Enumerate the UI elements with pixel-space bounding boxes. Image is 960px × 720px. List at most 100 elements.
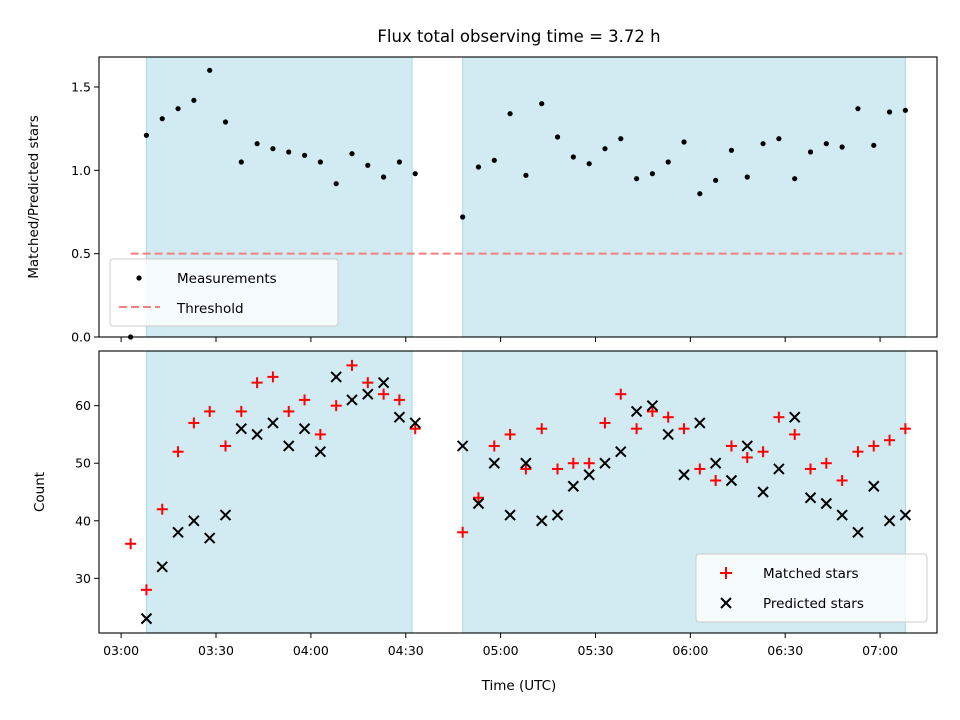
matched-star-point: [805, 463, 817, 475]
bottom-legend-box: [695, 553, 928, 623]
measurement-point: [618, 136, 624, 142]
measurement-point: [238, 159, 244, 165]
matched-star-point: [725, 440, 737, 452]
measurement-point: [475, 164, 482, 170]
predicted-star-d2: [409, 417, 421, 429]
matched-star-point: [678, 423, 690, 435]
measurement-point: [159, 116, 165, 122]
matched-star-point: [235, 405, 247, 417]
predicted-star-d2: [820, 497, 833, 510]
predicted-star-point: [330, 371, 342, 383]
predicted-star-point: [599, 457, 611, 469]
predicted-star-point: [709, 457, 722, 469]
measurement-point: [839, 144, 845, 150]
top-ytick-label: 0.5: [71, 246, 91, 261]
predicted-star-d2: [773, 463, 785, 475]
matched-star-point: [884, 434, 896, 446]
measurement-point: [301, 152, 308, 158]
predicted-star-point: [868, 480, 880, 492]
matched-star-point: [504, 428, 516, 440]
matched-star-point: [789, 428, 801, 440]
predicted-star-d2: [456, 440, 469, 452]
predicted-star-d2: [472, 497, 485, 510]
predicted-star-d2: [314, 446, 327, 458]
bottom-shade-0: [145, 350, 413, 634]
bottom-xtick-label: 06:00: [672, 643, 708, 658]
matched-star-point: [583, 457, 595, 469]
bottom-ytick-label: 50: [75, 456, 91, 471]
measurement-point: [222, 119, 229, 125]
legend-marker-matched: [720, 567, 732, 579]
predicted-star-point: [788, 411, 801, 423]
matched-star-point: [567, 457, 579, 469]
predicted-star-d2: [757, 486, 769, 498]
predicted-star-d2: [868, 480, 880, 492]
measurement-point: [633, 176, 640, 182]
measurement-point: [412, 171, 418, 177]
predicted-star-d2: [899, 509, 912, 521]
predicted-star-d2: [520, 457, 532, 469]
top-ytick-label: 0.0: [71, 330, 91, 345]
top-shaded-intervals: [145, 56, 906, 338]
matched-star-point: [773, 411, 785, 423]
predicted-star-d2: [362, 388, 374, 400]
chart-title: Flux total observing time = 3.72 h: [377, 27, 660, 46]
top-x-ticks: [120, 337, 881, 342]
bottom-axes-frame: [98, 350, 938, 634]
predicted-star-point: [346, 394, 358, 406]
predicted-star-point: [583, 469, 595, 481]
predicted-star-d2: [741, 440, 753, 452]
top-shade-1: [462, 56, 906, 338]
predicted-star-point: [156, 561, 168, 573]
measurement-point: [586, 161, 592, 167]
predicted-star-point: [456, 440, 469, 452]
predicted-star-point: [852, 526, 864, 538]
measurement-point: [539, 101, 545, 107]
predicted-star-point: [899, 509, 912, 521]
predicted-star-d2: [140, 612, 153, 625]
matched-star-point: [378, 388, 390, 400]
predicted-star-point: [362, 388, 374, 400]
predicted-star-d2: [852, 526, 864, 538]
predicted-star-point: [298, 422, 311, 435]
matched-star-point: [631, 423, 643, 435]
matched-star-point: [457, 526, 469, 538]
matched-star-point: [757, 446, 769, 458]
predicted-star-d2: [583, 469, 595, 481]
predicted-star-point: [662, 428, 674, 441]
predicted-star-point: [267, 417, 279, 429]
predicted-star-point: [172, 526, 184, 538]
measurement-point: [349, 151, 355, 157]
bottom-y-ticks: 30 40 50 60: [75, 398, 99, 586]
predicted-star-point: [536, 515, 548, 527]
top-y-ticks: 0.0 0.5 1.0 1.5: [71, 80, 99, 345]
legend-label-measurements: Measurements: [177, 271, 277, 287]
measurement-point: [570, 154, 576, 160]
predicted-star-point: [820, 497, 833, 510]
matched-star-point: [820, 457, 832, 469]
matched-star-point: [393, 394, 405, 406]
measurement-point: [649, 171, 655, 177]
predicted-star-d2: [219, 509, 232, 521]
matched-star-point: [472, 492, 484, 504]
matched-star-point: [251, 377, 263, 389]
predicted-star-d2: [203, 532, 216, 544]
matched-star-point: [204, 405, 216, 417]
predicted-star-point: [725, 474, 738, 487]
matched-star-point: [710, 474, 722, 486]
predicted-star-point: [694, 417, 706, 429]
measurement-point: [270, 146, 276, 152]
predicted-star-d2: [536, 515, 548, 527]
predicted-star-d2: [788, 411, 801, 423]
predicted-star-d2: [188, 515, 200, 527]
matched-star-point: [330, 400, 342, 412]
measurement-point: [554, 134, 561, 140]
predicted-star-d2: [346, 394, 358, 406]
bottom-xtick-label: 03:00: [103, 643, 139, 658]
predicted-star-point: [615, 446, 627, 458]
predicted-star-d2: [172, 526, 184, 538]
predicted-star-point: [567, 480, 580, 492]
predicted-star-point: [472, 497, 485, 510]
bottom-shaded-intervals: [145, 350, 906, 634]
